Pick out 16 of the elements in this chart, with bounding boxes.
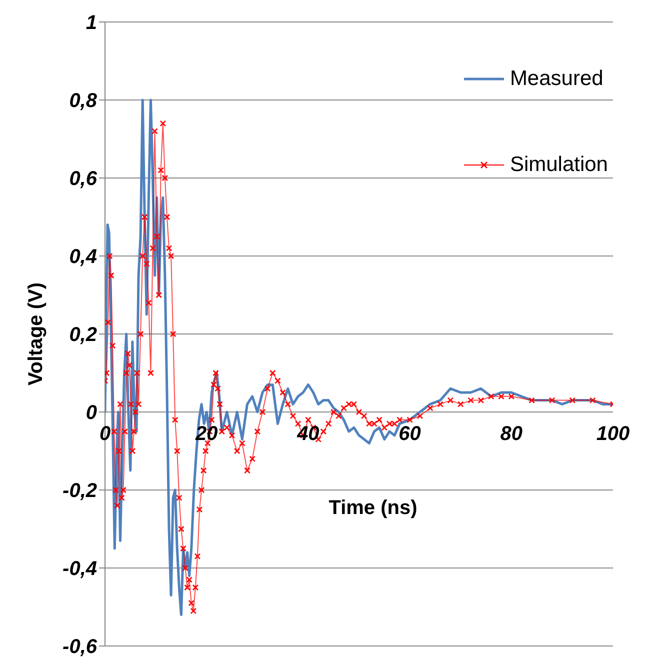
y-axis-title: Voltage (V)	[25, 282, 48, 386]
x-axis-title: Time (ns)	[328, 497, 418, 519]
x-tick-label: 100	[596, 423, 630, 445]
y-tick-label: 0,8	[69, 90, 98, 112]
x-tick-label: 60	[398, 423, 421, 445]
legend-label: Simulation	[510, 153, 608, 177]
y-tick-label: -0,2	[62, 480, 97, 502]
x-tick-label: 80	[500, 423, 523, 445]
y-tick-label: -0,4	[62, 558, 97, 580]
y-tick-label: 0,6	[69, 168, 98, 190]
y-tick-label: 0	[86, 402, 97, 424]
y-tick-label: 0,4	[69, 246, 97, 268]
y-tick-label: 0,2	[69, 324, 97, 346]
legend-label: Measured	[510, 67, 604, 91]
y-tick-label: 1	[86, 12, 97, 34]
y-tick-label: -0,6	[62, 636, 98, 658]
